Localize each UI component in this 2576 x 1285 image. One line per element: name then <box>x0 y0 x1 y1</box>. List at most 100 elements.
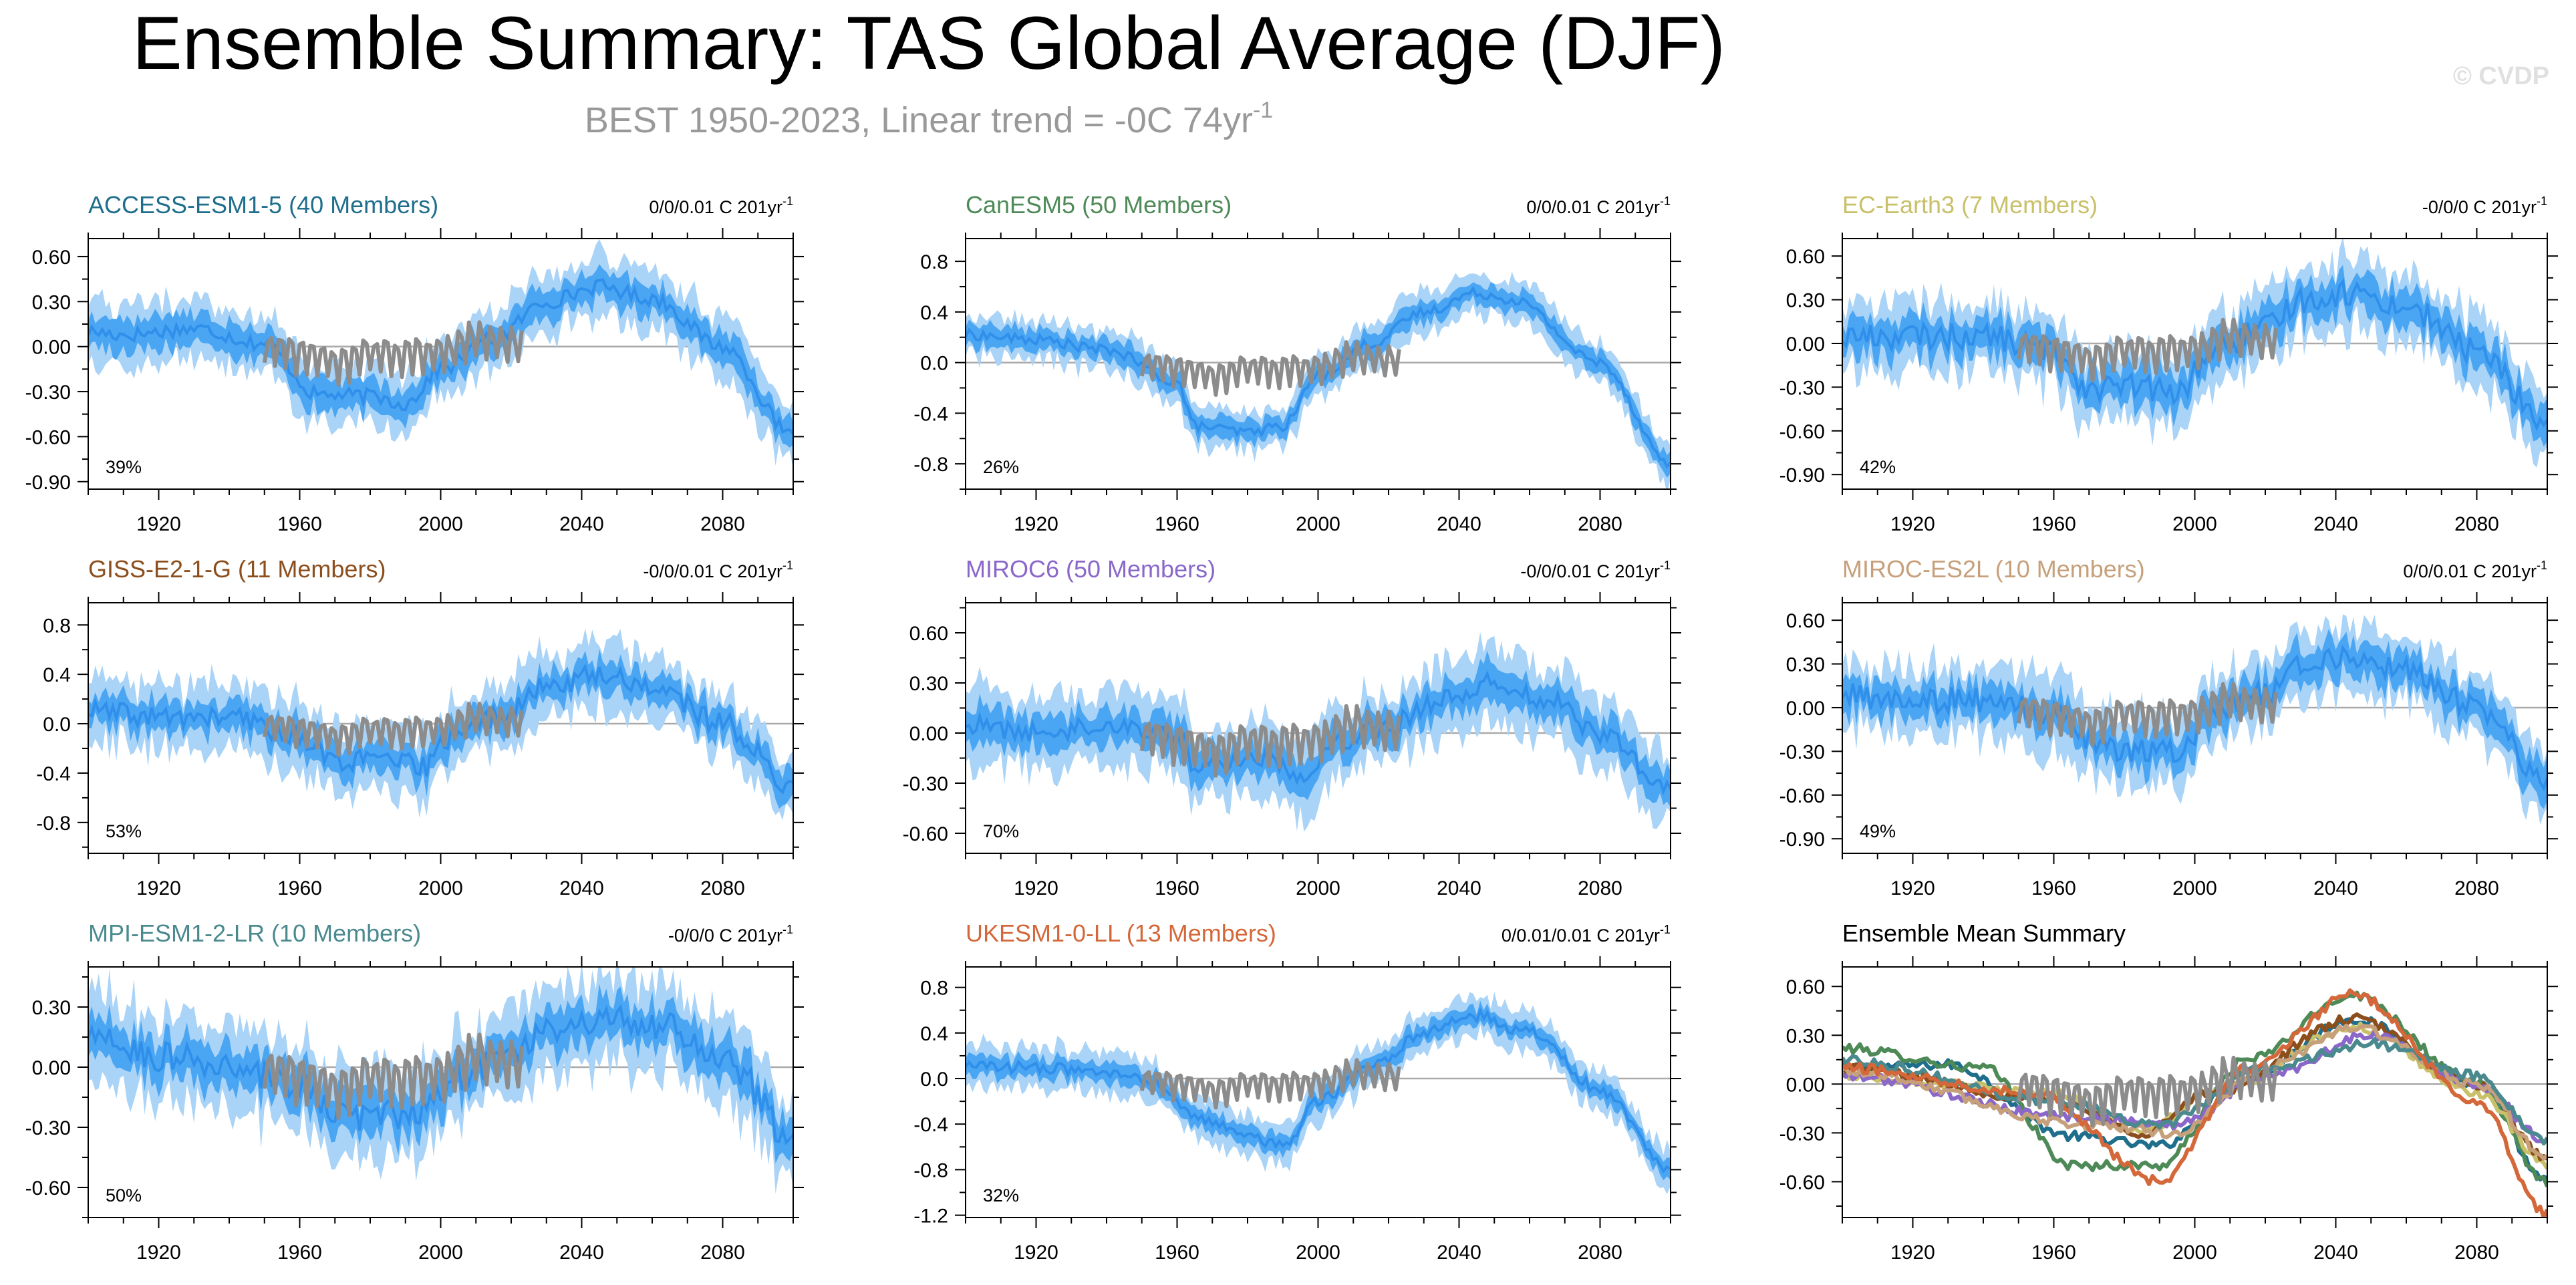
observation-line <box>262 320 524 387</box>
trend-label: -0/0/0 C 201yr-1 <box>668 923 793 946</box>
panel-title: ACCESS-ESM1-5 (40 Members) <box>88 191 438 219</box>
ensemble-mean-line <box>1842 278 2547 432</box>
y-tick-label: 0.60 <box>1786 246 1825 268</box>
series-line-canesm5 <box>1842 990 2547 1187</box>
percent-label: 50% <box>106 1185 142 1205</box>
x-tick-label: 1960 <box>2031 1242 2076 1264</box>
envelope-inner <box>966 282 1671 478</box>
y-tick-label: 0.00 <box>1786 698 1825 720</box>
x-tick-label: 1920 <box>1014 1242 1058 1264</box>
y-tick-label: -0.60 <box>1779 421 1825 443</box>
panel-title: MIROC-ES2L (10 Members) <box>1842 555 2145 583</box>
y-tick-label: 0.60 <box>1786 610 1825 632</box>
x-tick-label: 1960 <box>277 1242 322 1264</box>
y-tick-label: -0.30 <box>903 773 948 795</box>
y-tick-label: 0.0 <box>920 353 948 375</box>
trend-label: 0/0/0.01 C 201yr-1 <box>2403 559 2547 581</box>
ensemble-mean-line <box>88 1004 793 1145</box>
panel-miroc-es2l: 1920 1960 2000 2040 2080 0.60 0.30 0.00 -0.30 -0.… <box>1779 555 2558 899</box>
plot-area <box>88 967 793 1194</box>
ensemble-mean-line <box>1842 645 2547 792</box>
panel-giss-e2-1-g: 1920 1960 2000 2040 2080 0.8 0.4 0.0 -0.4 -0.8 GIS… <box>36 555 804 899</box>
x-tick-label: 2040 <box>559 1242 604 1264</box>
x-tick-label: 2000 <box>1296 877 1340 899</box>
y-tick-label: 0.0 <box>43 714 71 736</box>
x-tick-label: 1920 <box>136 513 181 535</box>
y-tick-label: -0.4 <box>913 1114 948 1136</box>
y-tick-label: -0.60 <box>1779 785 1825 807</box>
plot-area <box>966 632 1671 832</box>
x-tick-label: 2040 <box>2313 513 2358 535</box>
observation-line <box>1139 704 1401 778</box>
y-tick-label: 0.00 <box>909 723 948 745</box>
x-tick-label: 2080 <box>700 877 745 899</box>
x-tick-label: 2000 <box>418 1242 463 1264</box>
plot-area <box>966 992 1671 1195</box>
percent-label: 53% <box>106 821 142 841</box>
y-tick-label: -1.2 <box>913 1205 948 1228</box>
x-tick-label: 2040 <box>559 513 604 535</box>
y-tick-label: 0.30 <box>1786 654 1825 676</box>
x-tick-label: 1960 <box>277 877 322 899</box>
panel-title: Ensemble Mean Summary <box>1842 919 2126 947</box>
x-tick-label: 2080 <box>2454 513 2499 535</box>
plot-area <box>1842 614 2547 825</box>
x-tick-label: 2040 <box>1437 1242 1481 1264</box>
y-tick-label: 0.00 <box>1786 333 1825 355</box>
envelope-inner <box>1842 629 2547 809</box>
x-tick-label: 1920 <box>1890 877 1935 899</box>
x-tick-label: 1960 <box>277 513 322 535</box>
y-tick-label: -0.30 <box>25 382 71 404</box>
x-tick-label: 2000 <box>418 877 463 899</box>
panel-miroc6: 1920 1960 2000 2040 2080 0.60 0.30 0.00 -0.30 -0.… <box>903 555 1681 899</box>
y-tick-label: -0.60 <box>1779 1171 1825 1193</box>
plot-area <box>1842 988 2547 1218</box>
watermark: © CVDP <box>2453 62 2549 90</box>
observation-line <box>1139 1058 1401 1110</box>
x-tick-label: 2080 <box>700 1242 745 1264</box>
trend-label: -0/0/0.01 C 201yr-1 <box>643 559 793 581</box>
plot-area <box>88 628 793 821</box>
y-tick-label: -0.8 <box>913 1159 948 1181</box>
ensemble-mean-line <box>966 1007 1671 1173</box>
y-tick-label: -0.30 <box>1779 741 1825 763</box>
panel-title: CanESM5 (50 Members) <box>966 191 1232 219</box>
percent-label: 42% <box>1860 457 1896 477</box>
ensemble-mean-line <box>966 670 1671 796</box>
envelope-outer <box>966 992 1671 1195</box>
x-tick-label: 2000 <box>1296 513 1340 535</box>
panel-canesm5: 1920 1960 2000 2040 2080 0.8 0.4 0.0 -0.4 -0.8 Can… <box>913 191 1681 535</box>
panel-mpi-esm1-2-lr: 1920 1960 2000 2040 2080 0.30 0.00 -0.30 -0.60 MP… <box>25 919 804 1264</box>
observation-line <box>2016 682 2278 747</box>
y-tick-label: 0.8 <box>43 615 71 637</box>
panel-ensemble-mean-summary: 1920 1960 2000 2040 2080 0.60 0.30 0.00 -0.30 -0.… <box>1779 919 2558 1264</box>
y-tick-label: 0.00 <box>32 337 71 359</box>
x-tick-label: 2080 <box>700 513 745 535</box>
y-tick-label: -0.90 <box>1779 829 1825 851</box>
y-tick-label: -0.30 <box>1779 1123 1825 1145</box>
trend-label: 0/0/0.01 C 201yr-1 <box>1526 194 1671 217</box>
x-tick-label: 2000 <box>418 513 463 535</box>
y-tick-label: 0.4 <box>920 1023 948 1045</box>
x-tick-label: 2080 <box>2454 877 2499 899</box>
panel-title: MIROC6 (50 Members) <box>966 555 1215 583</box>
y-tick-label: 0.30 <box>909 673 948 695</box>
x-tick-label: 1920 <box>136 877 181 899</box>
x-tick-label: 2000 <box>2172 877 2217 899</box>
plot-area <box>88 239 793 469</box>
x-tick-label: 1960 <box>1155 877 1199 899</box>
y-tick-label: 0.8 <box>920 251 948 273</box>
x-tick-label: 2080 <box>1578 877 1622 899</box>
x-tick-label: 1920 <box>1014 877 1058 899</box>
plot-area <box>966 271 1671 489</box>
plot-area <box>1842 239 2547 468</box>
figure-title: Ensemble Summary: TAS Global Average (DJ… <box>132 1 1725 85</box>
y-tick-label: -0.4 <box>913 403 948 425</box>
percent-label: 70% <box>983 821 1019 841</box>
y-tick-label: 0.30 <box>32 997 71 1019</box>
panel-ec-earth3: 1920 1960 2000 2040 2080 0.60 0.30 0.00 -0.30 -0.… <box>1779 191 2558 535</box>
x-tick-label: 2080 <box>1578 1242 1622 1264</box>
x-tick-label: 1920 <box>1890 513 1935 535</box>
y-tick-label: 0.00 <box>1786 1074 1825 1096</box>
